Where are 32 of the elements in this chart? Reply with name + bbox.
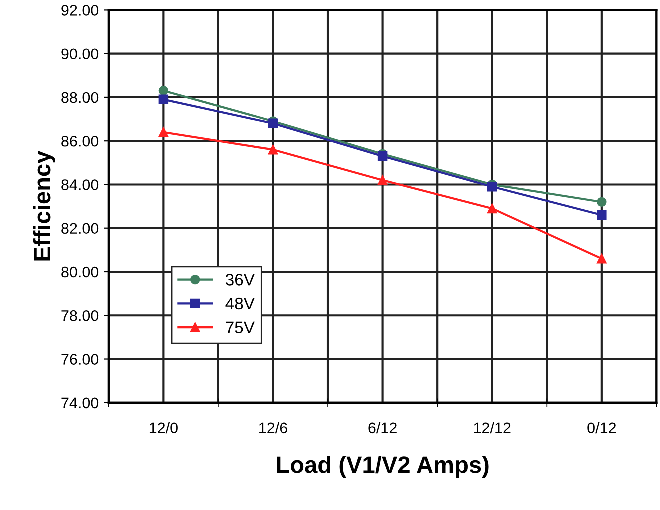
point (378, 152, 388, 162)
point (378, 176, 388, 186)
y-tick-label: 78.00 (62, 310, 99, 322)
y-tick-label: 86.00 (62, 136, 99, 147)
point (597, 197, 607, 208)
legend-label: 75V (226, 322, 255, 334)
point (597, 210, 607, 220)
x-tick-label: 12/12 (474, 422, 511, 434)
point (268, 144, 278, 155)
point (597, 254, 607, 264)
legend-label: 36V (226, 274, 255, 286)
y-tick-label: 76.00 (62, 354, 99, 365)
x-tick-label: 12/0 (150, 422, 178, 434)
point (158, 86, 169, 96)
y-tick-label: 84.00 (62, 180, 99, 190)
x-axis-title: Load (V1/V2 Amps) (277, 456, 489, 478)
x-tick-label: 0/12 (588, 422, 616, 434)
y-axis-title: Efficiency (33, 150, 56, 261)
y-tick-label: 88.00 (62, 92, 99, 104)
x-tick-label: 6/12 (368, 422, 397, 434)
y-tick-label: 90.00 (62, 48, 99, 60)
y-tick-label: 80.00 (62, 266, 99, 278)
point (268, 118, 278, 129)
point (158, 128, 169, 138)
point (488, 182, 498, 192)
legend-label: 48V (226, 298, 255, 310)
y-tick-label: 82.00 (62, 223, 99, 234)
point (158, 94, 169, 105)
x-tick-label: 12/6 (260, 422, 288, 434)
y-tick-label: 74.00 (62, 398, 99, 409)
point (488, 204, 498, 214)
y-tick-label: 92.00 (62, 5, 99, 16)
